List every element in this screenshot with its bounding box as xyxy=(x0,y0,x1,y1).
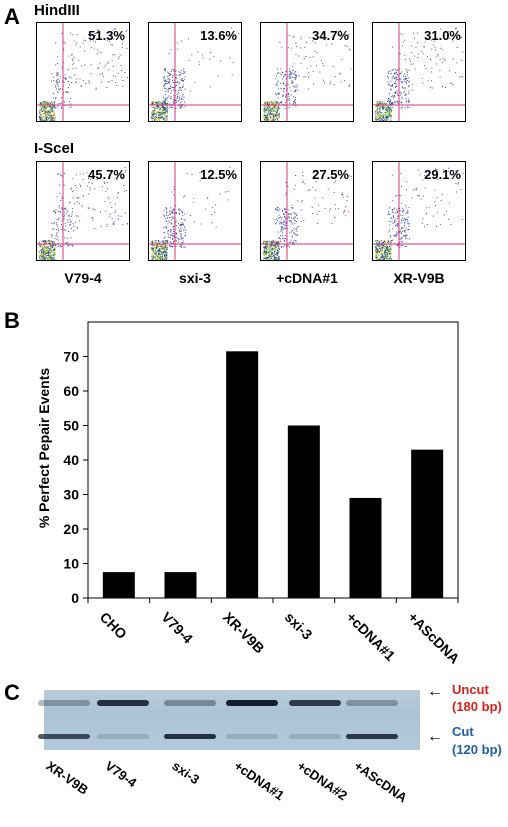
bar xyxy=(411,449,444,598)
facs-plot: 34.7% xyxy=(260,22,354,122)
gel-lane-label: sxi-3 xyxy=(169,758,203,788)
facs-col-label-xr-v9b: XR-V9B xyxy=(393,270,445,286)
cut-arrow-icon: ← xyxy=(427,728,443,745)
cut-band xyxy=(346,734,398,739)
facs-col-label-v79-4: V79-4 xyxy=(64,270,102,286)
gel-lane-label: XR-V9B xyxy=(43,758,92,798)
bar xyxy=(102,572,135,598)
plot-frame xyxy=(87,321,459,599)
bar-chart: 0 10 20 30 40 50 60 70 CHO V79-4 XR-V9B sxi-3 +cDNA#… xyxy=(63,321,463,667)
uncut-size: (180 bp) xyxy=(452,699,502,714)
y-tick-label: 20 xyxy=(63,521,79,537)
x-tick-label: +cDNA#1 xyxy=(343,609,398,664)
facs-plot: 27.5% xyxy=(260,161,354,261)
gel-image xyxy=(38,690,420,750)
facs-percentage: 29.1% xyxy=(424,167,461,182)
bar xyxy=(226,351,259,598)
cut-label: Cut xyxy=(452,724,474,739)
panel-c-letter: C xyxy=(4,680,20,705)
cut-band xyxy=(226,734,278,739)
cut-band xyxy=(97,734,149,739)
uncut-band xyxy=(226,700,278,706)
cut-band xyxy=(289,734,341,739)
gel-lane-label: +AScDNA xyxy=(351,758,411,806)
y-tick-label: 0 xyxy=(71,590,79,606)
x-tick-label: V79-4 xyxy=(158,609,196,647)
row-label-hindiii: HindIII xyxy=(34,2,80,19)
facs-percentage: 34.7% xyxy=(312,28,349,43)
y-tick-label: 10 xyxy=(63,556,79,572)
cut-size: (120 bp) xyxy=(452,742,502,757)
panel-a-letter: A xyxy=(4,4,20,29)
y-tick-label: 50 xyxy=(63,418,79,434)
facs-plot: 31.0% xyxy=(372,22,466,122)
y-tick-label: 40 xyxy=(63,452,79,468)
uncut-band xyxy=(97,700,149,706)
x-tick-label: CHO xyxy=(97,609,130,642)
cut-band xyxy=(38,734,90,739)
bar xyxy=(287,425,320,598)
uncut-arrow-icon: ← xyxy=(427,683,443,700)
panel-b-letter: B xyxy=(4,308,20,333)
y-tick-label: 60 xyxy=(63,383,79,399)
x-tick-label: sxi-3 xyxy=(282,609,316,643)
x-tick-label: +AScDNA xyxy=(405,609,463,667)
bar xyxy=(349,497,382,598)
uncut-band xyxy=(289,700,341,706)
cut-band xyxy=(164,734,216,739)
gel-lane-label: +cDNA#2 xyxy=(294,758,351,804)
facs-plot: 51.3% xyxy=(36,22,130,122)
y-tick-label: 70 xyxy=(63,349,79,365)
facs-col-label-cdna1: +cDNA#1 xyxy=(276,270,338,286)
facs-percentage: 12.5% xyxy=(200,167,237,182)
y-tick-label: 30 xyxy=(63,487,79,503)
uncut-label: Uncut xyxy=(452,682,489,697)
facs-plot: 12.5% xyxy=(148,161,242,261)
facs-plot: 29.1% xyxy=(372,161,466,261)
uncut-band xyxy=(38,700,90,706)
facs-percentage: 51.3% xyxy=(88,28,125,43)
facs-plot: 13.6% xyxy=(148,22,242,122)
uncut-band xyxy=(164,700,216,706)
uncut-band xyxy=(346,700,398,706)
facs-percentage: 45.7% xyxy=(88,167,125,182)
facs-plot: 45.7% xyxy=(36,161,130,261)
gel-lane-label: +cDNA#1 xyxy=(231,758,288,804)
gel-lane-label: V79-4 xyxy=(102,758,140,791)
facs-percentage: 27.5% xyxy=(312,167,349,182)
facs-percentage: 31.0% xyxy=(424,28,461,43)
facs-percentage: 13.6% xyxy=(200,28,237,43)
facs-col-label-sxi-3: sxi-3 xyxy=(179,270,211,286)
row-label-isce1: I-SceI xyxy=(34,140,75,157)
x-tick-label: XR-V9B xyxy=(220,609,268,657)
bar xyxy=(164,572,197,598)
